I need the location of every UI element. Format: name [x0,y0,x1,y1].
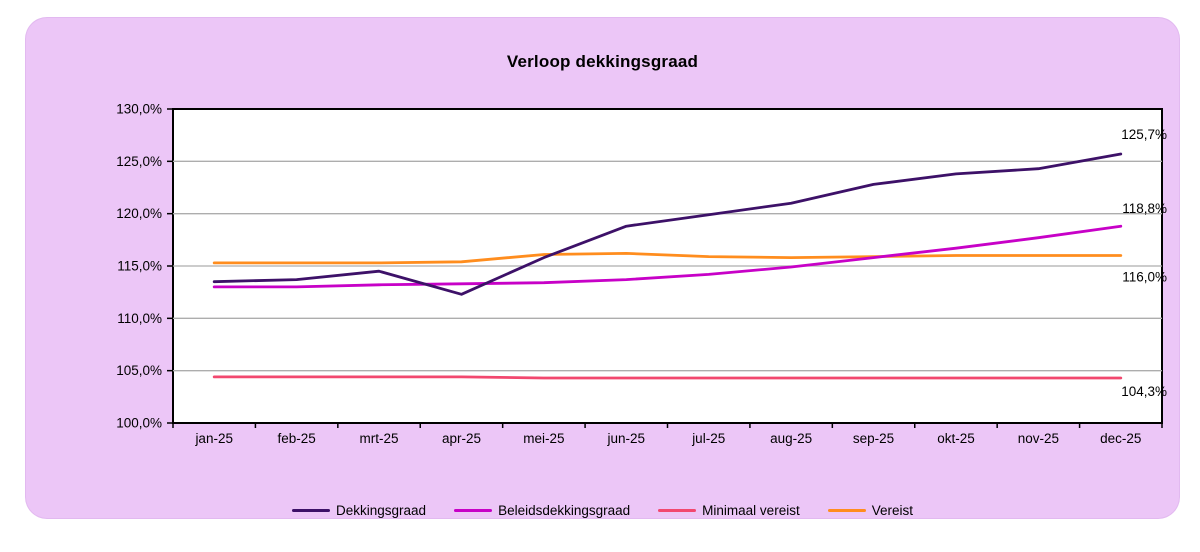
series-line-vereist [212,251,1123,265]
series-line-minimaal-vereist [212,375,1123,380]
x-axis-label: mrt-25 [360,431,399,446]
chart-panel: Verloop dekkingsgraad 100,0% 105,0% 110,0%… [25,17,1180,519]
x-axis-label: jan-25 [194,431,233,446]
x-axis-label: feb-25 [277,431,315,446]
data-label-minimaal-vereist: 104,3% [1121,384,1167,399]
y-axis-label: 125,0% [116,154,162,169]
x-axis-label: sep-25 [853,431,894,446]
chart-legend: Dekkingsgraad Beleidsdekkingsgraad Minimaa… [26,503,1179,518]
line-chart: 100,0% 105,0% 110,0% 115,0% 120,0% 125,0% 130,… [116,102,1167,447]
legend-swatch-icon [658,508,697,513]
legend-label: Dekkingsgraad [336,503,427,518]
y-axis-label: 115,0% [117,259,162,274]
legend-swatch-icon [292,508,331,513]
legend-item-minimaal-vereist: Minimaal vereist [658,503,800,518]
y-axis-label: 100,0% [116,416,162,431]
x-axis-label: apr-25 [442,431,481,446]
series-line-dekkingsgraad [212,152,1123,296]
data-label-beleidsdekkingsgraad: 118,8% [1122,201,1167,216]
legend-item-dekkingsgraad: Dekkingsgraad [292,503,426,518]
x-axis-label: dec-25 [1100,431,1141,446]
data-label-dekkingsgraad: 125,7% [1121,127,1167,142]
data-label-vereist: 116,0% [1122,270,1167,285]
legend-swatch-icon [827,508,866,513]
legend-swatch-icon [454,508,493,513]
series-line-beleidsdekkingsgraad [212,224,1123,289]
y-axis-label: 120,0% [116,206,162,221]
x-axis-label: nov-25 [1018,431,1059,446]
chart-title: Verloop dekkingsgraad [506,52,699,71]
x-axis-label: jun-25 [607,431,646,446]
x-axis-label: okt-25 [937,431,975,446]
legend-label: Beleidsdekkingsgraad [498,503,631,518]
x-axis-label: mei-25 [523,431,564,446]
x-axis-label: jul-25 [691,431,725,446]
x-axis-label: aug-25 [770,431,812,446]
y-axis-label: 130,0% [116,102,162,117]
legend-item-vereist: Vereist [827,503,913,518]
legend-label: Vereist [871,503,913,518]
legend-item-beleidsdekkingsgraad: Beleidsdekkingsgraad [454,503,630,518]
legend-label: Minimaal vereist [702,503,800,518]
y-axis-label: 105,0% [116,363,162,378]
y-axis-label: 110,0% [117,311,162,326]
